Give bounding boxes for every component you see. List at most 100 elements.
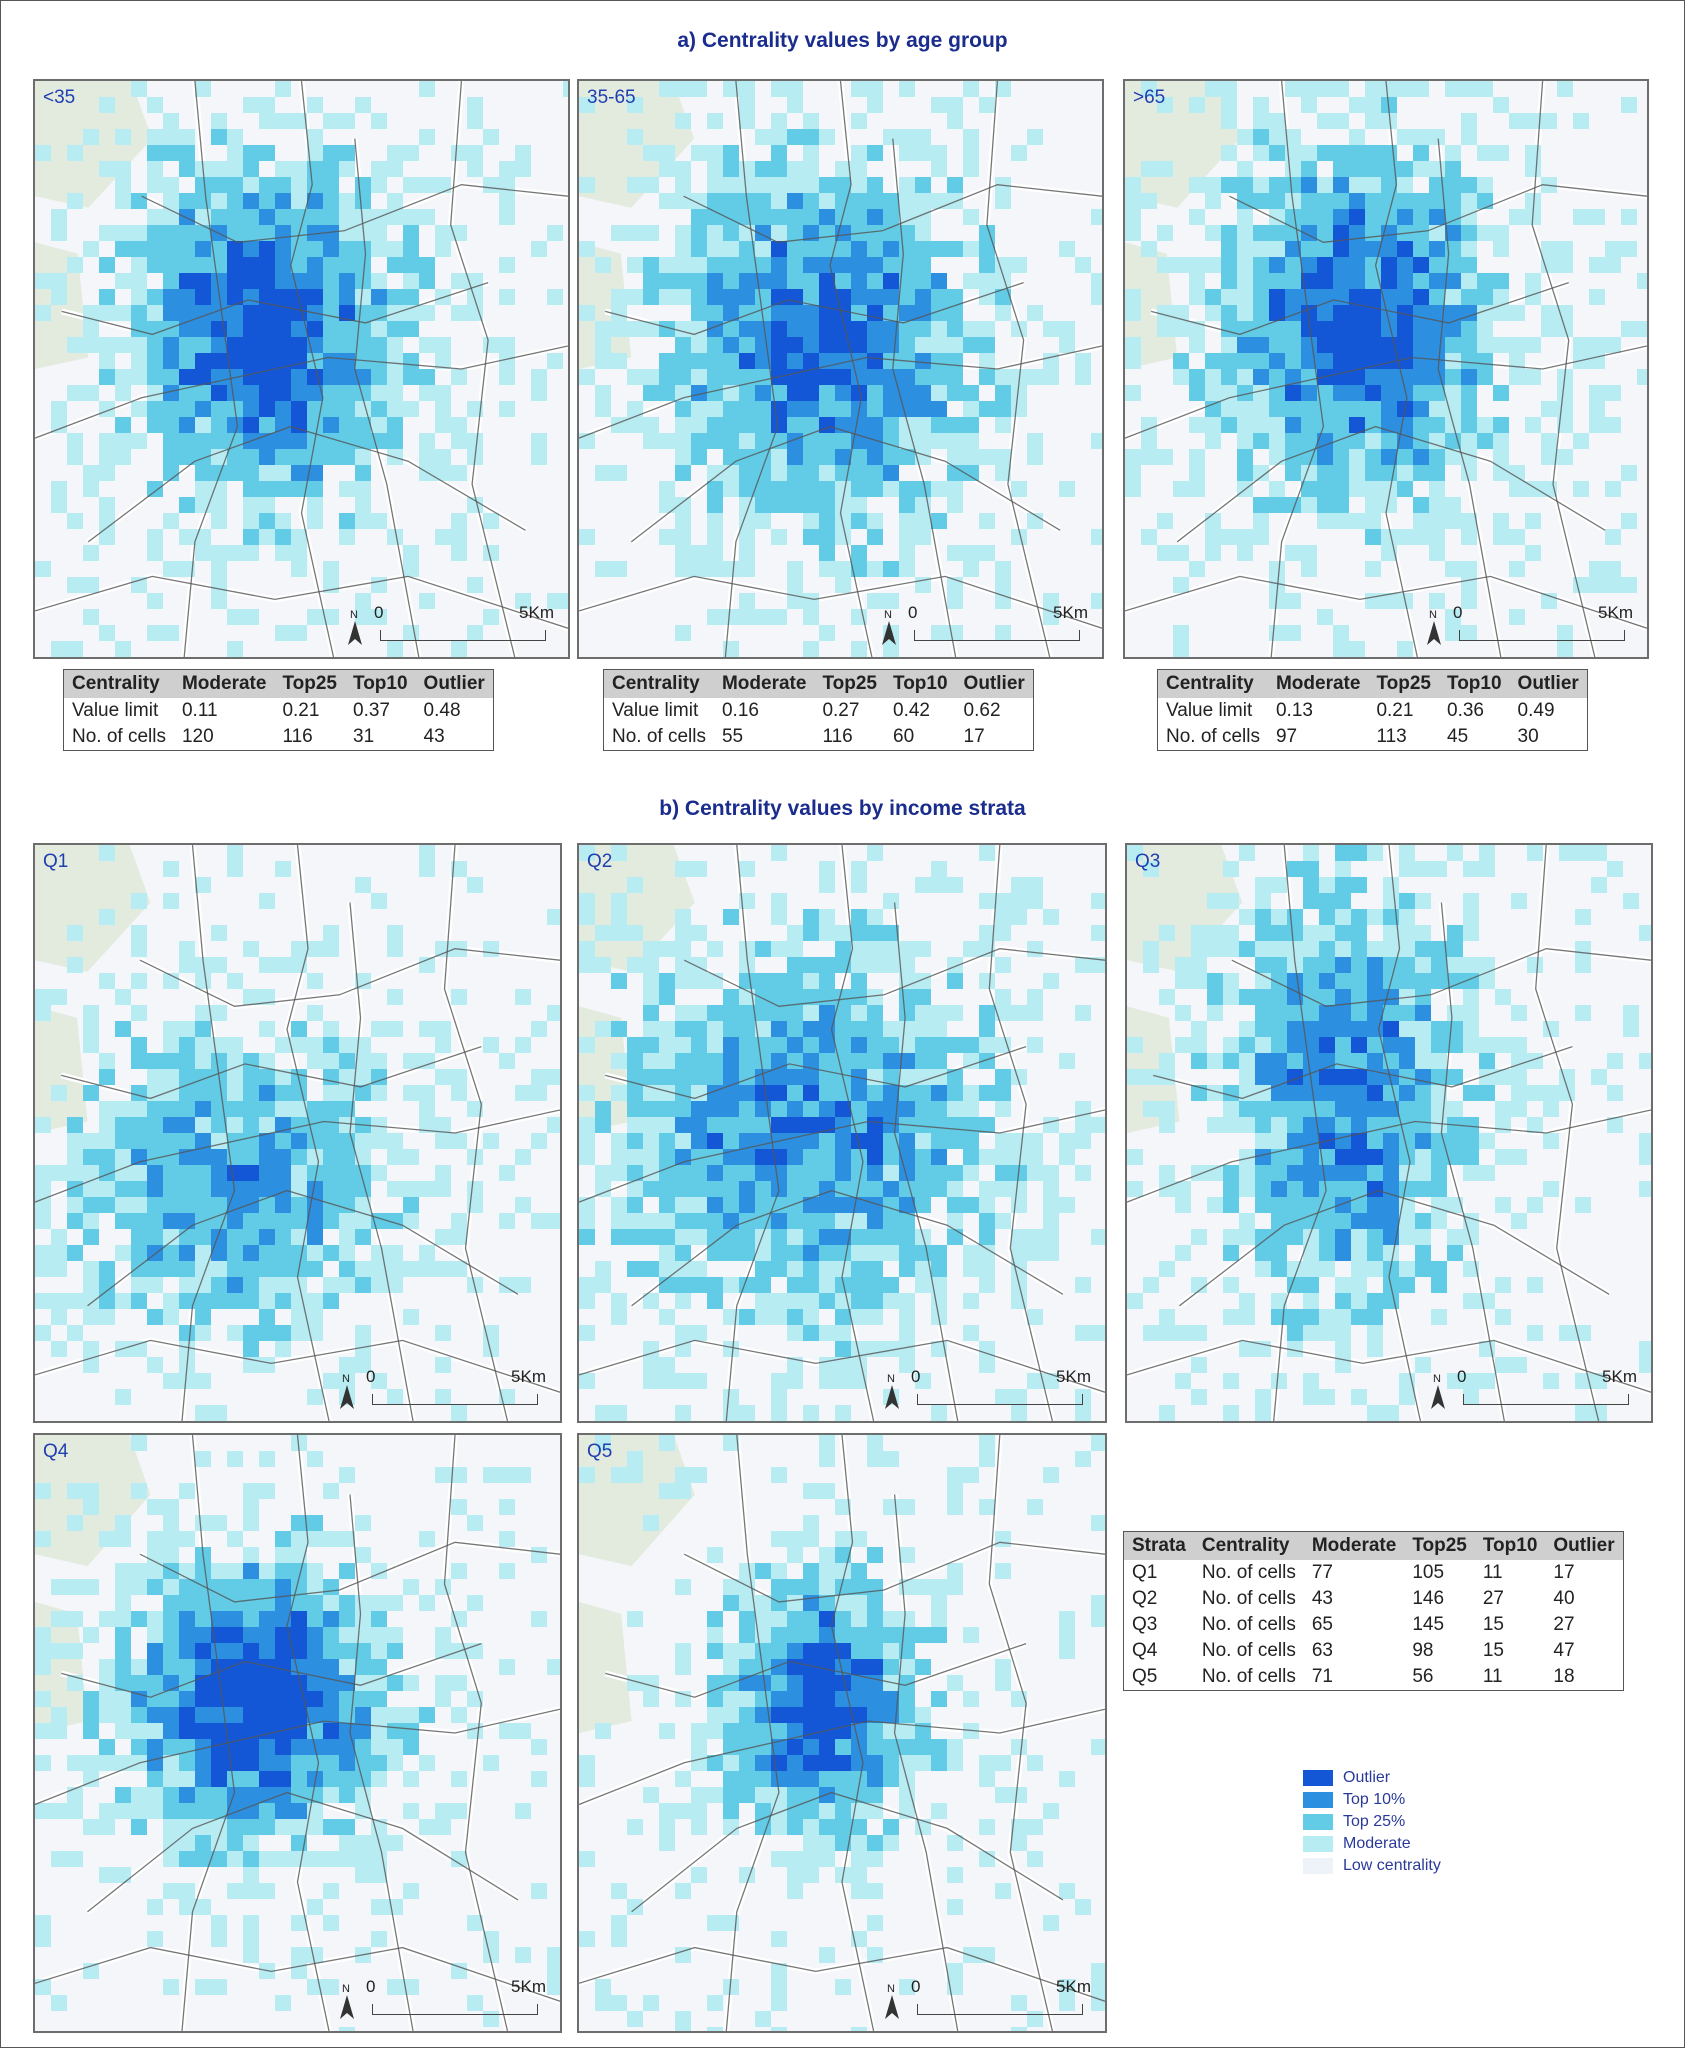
grid-cell (579, 1037, 595, 1053)
grid-cell (451, 1261, 467, 1277)
grid-cell (195, 1835, 211, 1851)
grid-cell (355, 257, 371, 273)
grid-cell (1573, 209, 1589, 225)
table-cell: No. of cells (612, 726, 706, 747)
road-line (579, 1708, 1105, 1806)
grid-cell (195, 1309, 211, 1325)
grid-cell (195, 81, 211, 97)
grid-cell (1075, 1133, 1091, 1149)
grid-cell (771, 973, 787, 989)
grid-cell (419, 1595, 435, 1611)
grid-cell (627, 1053, 643, 1069)
grid-cell (195, 449, 211, 465)
grid-cell (755, 417, 771, 433)
grid-cell (835, 1979, 851, 1995)
grid-cell (1301, 545, 1317, 561)
grid-cell (771, 353, 787, 369)
centrality-cells (579, 845, 1105, 1421)
grid-cell (227, 145, 243, 161)
grid-cell (131, 1819, 147, 1835)
grid-cell (851, 1133, 867, 1149)
grid-cell (259, 113, 275, 129)
grid-cell (771, 1165, 787, 1181)
legend-swatch (1303, 1792, 1333, 1808)
grid-cell (1365, 225, 1381, 241)
grid-cell (1557, 449, 1573, 465)
grid-cell (307, 1579, 323, 1595)
grid-cell (371, 1261, 387, 1277)
grid-cell (1237, 193, 1253, 209)
grid-cell (1043, 1245, 1059, 1261)
grid-cell (1301, 273, 1317, 289)
grid-cell (691, 1755, 707, 1771)
grid-cell (803, 1261, 819, 1277)
grid-cell (803, 925, 819, 941)
grid-cell (739, 1595, 755, 1611)
grid-cell (803, 1245, 819, 1261)
grid-cell (851, 1101, 867, 1117)
grid-cell (867, 1883, 883, 1899)
grid-cell (979, 1261, 995, 1277)
grid-cell (1255, 893, 1271, 909)
grid-cell (1205, 433, 1221, 449)
road-line (1150, 281, 1569, 336)
grid-cell (323, 1755, 339, 1771)
grid-cell (899, 1341, 915, 1357)
grid-cell (787, 1819, 803, 1835)
grid-cell (1011, 909, 1027, 925)
grid-cell (83, 129, 99, 145)
grid-cell (83, 305, 99, 321)
grid-cell (755, 161, 771, 177)
grid-cell (1429, 209, 1445, 225)
grid-cell (83, 1021, 99, 1037)
grid-cell (451, 545, 467, 561)
road-line (139, 948, 560, 1007)
grid-cell (835, 1245, 851, 1261)
grid-cell (851, 1181, 867, 1197)
north-arrow-icon: N (1427, 1373, 1449, 1411)
grid-cell (851, 369, 867, 385)
grid-cell (355, 1197, 371, 1213)
grid-cell (1191, 957, 1207, 973)
grid-cell (915, 193, 931, 209)
scale-distance-label: 5Km (1053, 603, 1088, 622)
grid-cell (435, 1467, 451, 1483)
grid-cell (115, 369, 131, 385)
grid-cell (1527, 845, 1543, 861)
table-cell: 71 (1311, 1666, 1333, 1687)
grid-cell (259, 497, 275, 513)
grid-cell (531, 1547, 547, 1563)
grid-cell (1351, 1245, 1367, 1261)
grid-cell (259, 353, 275, 369)
grid-cell (963, 1197, 979, 1213)
grid-cell (787, 1197, 803, 1213)
grid-cell (403, 401, 419, 417)
grid-cell (259, 1357, 275, 1373)
grid-cell (1431, 973, 1447, 989)
grid-cell (67, 1117, 83, 1133)
grid-cell (643, 1085, 659, 1101)
grid-cell (355, 241, 371, 257)
grid-cell (707, 1181, 723, 1197)
grid-cell (243, 497, 259, 513)
grid-cell (227, 177, 243, 193)
grid-cell (755, 321, 771, 337)
grid-cell (499, 1723, 515, 1739)
grid-cell (883, 1451, 899, 1467)
legend: Outlier Top 10% Top 25% Moderate Low cen… (1303, 1767, 1523, 1877)
grid-cell (579, 529, 595, 545)
grid-cell (1207, 989, 1223, 1005)
grid-cell (659, 385, 675, 401)
grid-cell (819, 989, 835, 1005)
grid-cell (1189, 177, 1205, 193)
grid-cell (803, 513, 819, 529)
grid-cell (355, 465, 371, 481)
grid-cell (675, 321, 691, 337)
grid-cell (899, 1357, 915, 1373)
grid-cell (803, 1149, 819, 1165)
grid-cell (1189, 385, 1205, 401)
grid-cell (179, 497, 195, 513)
grid-cell (803, 209, 819, 225)
grid-cell (771, 845, 787, 861)
grid-cell (227, 129, 243, 145)
